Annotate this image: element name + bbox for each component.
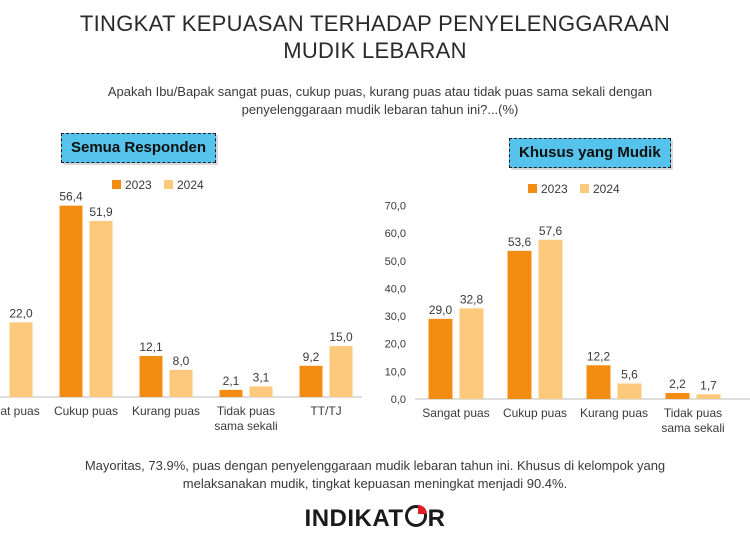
x-tick-label: sama sekali [214,419,277,433]
title-line-1: TINGKAT KEPUASAN TERHADAP PENYELENGGARAA… [79,11,671,36]
data-label-2024-4: 15,0 [329,330,353,344]
bar-2024-3 [696,394,721,399]
legend-label-2024: 2024 [593,182,620,196]
bar-2023-1 [59,205,83,397]
x-tick-label: Kurang puas [580,406,648,420]
data-label-2024-2: 5,6 [621,368,638,382]
panel-label-semua-responden: Semua Responden [61,133,217,163]
bar-2023-3 [665,392,690,399]
bar-2023-4 [299,365,323,397]
data-label-2024-3: 3,1 [253,370,270,384]
bar-2024-1 [538,239,563,399]
data-label-2024-1: 51,9 [89,205,113,219]
bar-2024-0 [459,308,484,399]
data-label-2023-4: 9,2 [303,350,320,364]
question-line-2: penyelenggaraan mudik lebaran tahun ini?… [241,102,519,117]
x-tick-label: Cukup puas [503,406,567,420]
y-tick-label: 0,0 [391,394,406,406]
panel-label-khusus-yang-mudik: Khusus yang Mudik [509,138,671,168]
legend-label-2023: 2023 [125,178,152,192]
summary-text: Mayoritas, 73.9%, puas dengan penyelengg… [40,457,710,493]
question-line-1: Apakah Ibu/Bapak sangat puas, cukup puas… [107,84,653,99]
x-tick-label: sama sekali [661,421,724,435]
data-label-2023-0: 29,0 [429,303,453,317]
legend-label-2024: 2024 [177,178,204,192]
title-line-2: MUDIK LEBARAN [283,38,467,63]
data-label-2023-2: 12,2 [587,349,611,363]
chart-khusus-yang-mudik: 0,0 10,0 20,0 30,0 40,0 50,0 60,0 70,0 2023 2024 2… [385,182,750,435]
y-tick-label: 20,0 [385,339,406,351]
legend-swatch-2024 [580,184,589,193]
bar-2024-1 [89,220,113,397]
chart-title: TINGKAT KEPUASAN TERHADAP PENYELENGGARAA… [0,10,750,64]
summary-line-2: melaksanakan mudik, tingkat kepuasan men… [182,476,568,491]
x-tick-label: Tidak puas [664,406,722,420]
data-label-2024-0: 22,0 [9,306,33,320]
bar-2023-2 [586,365,611,399]
bar-2023-3 [219,389,243,397]
data-label-2023-1: 56,4 [59,190,83,204]
data-label-2024-2: 8,0 [173,354,190,368]
y-tick-label: 70,0 [385,201,406,213]
data-label-2024-0: 32,8 [460,292,484,306]
data-label-2023-2: 12,1 [139,340,163,354]
y-tick-label: 60,0 [385,228,406,240]
bar-2024-3 [249,386,273,397]
x-tick-label: TT/TJ [310,404,341,418]
data-label-2023-1: 53,6 [508,235,532,249]
bar-2024-4 [329,346,353,397]
x-tick-label: Tidak puas [217,404,275,418]
legend-swatch-2023 [528,184,537,193]
data-label-2023-3: 2,1 [223,374,240,388]
x-tick-label: Kurang puas [132,404,200,418]
survey-question: Apakah Ibu/Bapak sangat puas, cukup puas… [60,83,700,119]
bar-2024-2 [617,383,642,399]
indikator-logo: INDIKAT R [304,505,446,532]
y-tick-label: 50,0 [385,256,406,268]
legend-swatch-2023 [112,180,121,189]
bar-2023-1 [507,250,532,399]
legend-label-2023: 2023 [541,182,568,196]
y-tick-label: 40,0 [385,283,406,295]
data-label-2024-3: 1,7 [700,378,717,392]
summary-line-1: Mayoritas, 73.9%, puas dengan penyelengg… [84,458,666,473]
x-tick-label: Sangat puas [0,404,40,418]
data-label-2023-3: 2,2 [669,377,686,391]
y-tick-label: 10,0 [385,366,406,378]
x-tick-label: Sangat puas [422,406,489,420]
bar-2023-0 [428,318,453,399]
bar-2024-0 [9,322,33,397]
x-tick-label: Cukup puas [54,404,118,418]
bar-2024-2 [169,369,193,397]
bar-2023-2 [139,355,163,397]
legend-swatch-2024 [164,180,173,189]
data-label-2024-1: 57,6 [539,224,563,238]
y-tick-label: 30,0 [385,311,406,323]
logo-o-mark [404,505,427,527]
